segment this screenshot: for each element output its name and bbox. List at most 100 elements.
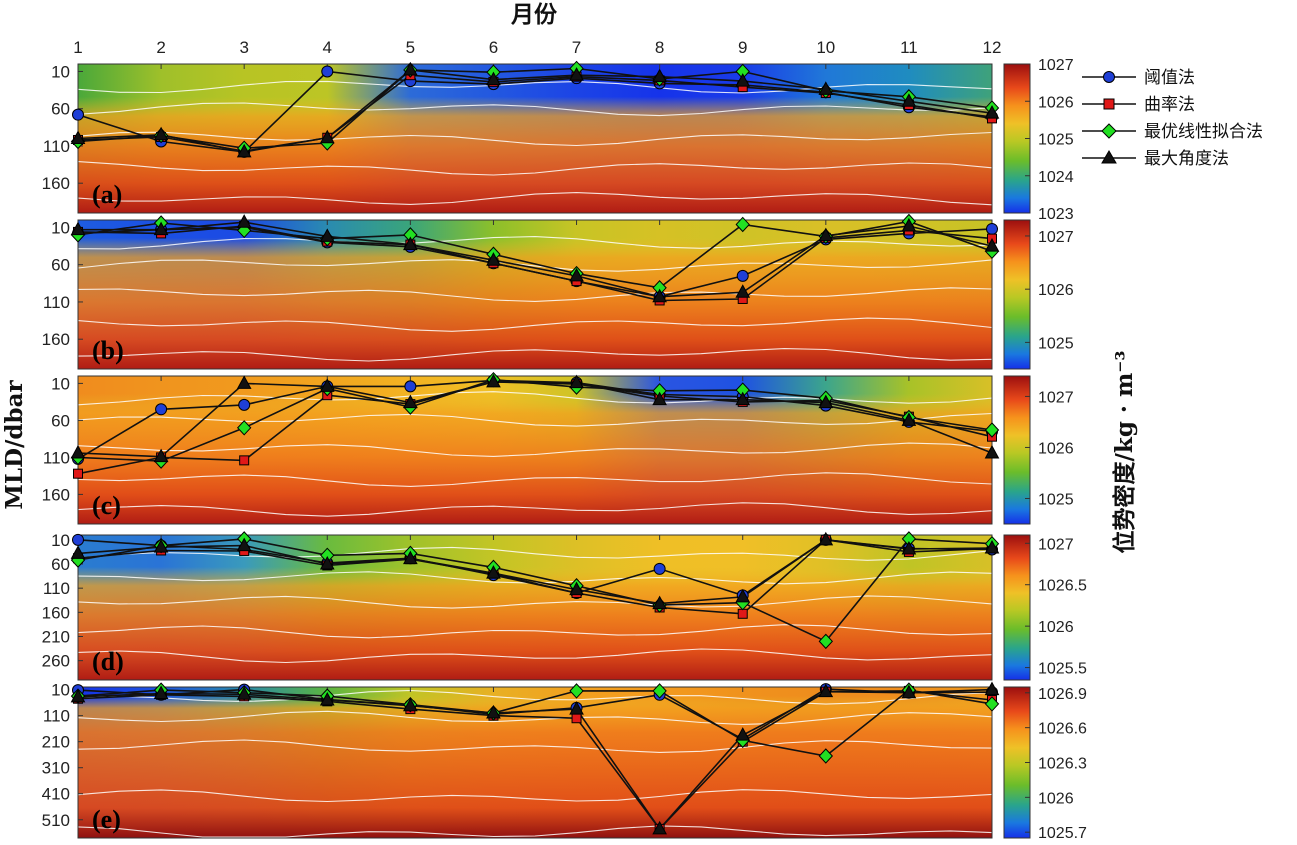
- series-line-max-angle: [77, 688, 993, 831]
- point-max-angle: [236, 686, 252, 700]
- point-linear-fit: [236, 420, 252, 436]
- point-max-angle: [735, 73, 751, 87]
- colorbar-d-bar: [1003, 534, 1031, 681]
- top-tick-label: 8: [655, 38, 664, 57]
- isopycnal-contour: [77, 80, 993, 94]
- y-tick-label: 60: [51, 555, 70, 574]
- isopycnal-contour: [77, 789, 993, 803]
- series-line-curvature: [77, 225, 993, 302]
- y-tick-label: 310: [42, 759, 70, 778]
- top-axis-tick-labels: 1 2 3 4 5 6 7 8 9 10 11 12: [73, 38, 1001, 57]
- isopycnal-contour: [77, 689, 993, 705]
- colorbar-tick-label: 1025: [1038, 335, 1074, 352]
- y-tick-label: 10: [51, 681, 70, 700]
- series-line-linear-fit: [77, 378, 993, 462]
- point-max-angle: [319, 691, 335, 706]
- colorbar-a: 1027 1026 1025 1024 1023: [1003, 57, 1074, 223]
- top-tick-label: 7: [572, 38, 581, 57]
- isopycnal-contour: [77, 648, 993, 664]
- point-max-angle: [70, 688, 86, 703]
- point-max-angle: [735, 284, 751, 298]
- panel-a-density-field: [78, 64, 992, 213]
- panel-label: (d): [92, 647, 124, 676]
- point-max-angle: [486, 252, 501, 266]
- point-max-angle: [984, 444, 1000, 459]
- isopycnal-contour: [77, 102, 993, 117]
- series-line-max-angle: [77, 381, 993, 458]
- colorbar-b-bar: [1003, 219, 1031, 370]
- point-max-angle: [319, 228, 335, 242]
- panel-b: 10 60 110 160 (b) 1027 1026 1025: [42, 213, 1074, 370]
- point-threshold: [736, 269, 749, 282]
- point-curvature: [239, 455, 250, 466]
- isopycnal-contour: [77, 131, 993, 147]
- point-max-angle: [901, 684, 917, 699]
- top-tick-label: 1: [73, 38, 82, 57]
- y-tick-label: 10: [51, 531, 70, 550]
- point-max-angle: [236, 143, 252, 158]
- colorbar-tick-label: 1026: [1038, 790, 1074, 807]
- y-tick-label: 110: [43, 293, 70, 312]
- isopycnal-contour: [77, 595, 993, 609]
- point-max-angle: [735, 588, 751, 603]
- point-max-angle: [403, 236, 418, 251]
- y-tick-label: 10: [51, 374, 70, 393]
- colorbar-tick-label: 1026: [1038, 94, 1074, 111]
- point-max-angle: [652, 820, 667, 835]
- point-max-angle: [652, 391, 667, 406]
- point-max-angle: [70, 444, 86, 459]
- point-max-angle: [569, 701, 584, 715]
- point-max-angle: [818, 394, 834, 409]
- legend-label-curvature: 曲率法: [1144, 95, 1195, 115]
- point-max-angle: [403, 550, 418, 565]
- colorbar-tick-label: 1026.9: [1038, 686, 1087, 703]
- colorbar-tick-label: 1025: [1038, 491, 1074, 508]
- y-tick-label: 210: [42, 733, 70, 752]
- y-tick-label: 160: [42, 330, 70, 349]
- point-linear-fit: [984, 422, 1000, 438]
- point-threshold: [986, 222, 998, 235]
- legend-entry-max-angle: 最大角度法: [1082, 149, 1229, 169]
- colorbar-tick-label: 1023: [1038, 206, 1074, 223]
- colorbar-tick-label: 1026.3: [1038, 756, 1087, 773]
- point-max-angle: [153, 221, 169, 236]
- point-max-angle: [735, 727, 751, 741]
- colorbar-e: 1026.9 1026.6 1026.3 1026 1025.7: [1003, 686, 1087, 842]
- top-tick-label: 12: [983, 38, 1002, 57]
- point-max-angle: [901, 412, 917, 426]
- point-max-angle: [652, 288, 667, 303]
- series-line-max-angle: [78, 221, 993, 298]
- isopycnal-contour: [77, 348, 993, 362]
- y-tick-label: 10: [51, 218, 70, 237]
- panel-label: (c): [92, 491, 121, 520]
- point-max-angle: [569, 67, 584, 81]
- colorbar-tick-label: 1025: [1038, 132, 1074, 149]
- colorbar-tick-label: 1026.6: [1038, 721, 1087, 738]
- point-max-angle: [319, 555, 335, 570]
- point-max-angle: [818, 531, 834, 546]
- point-max-angle: [901, 540, 917, 555]
- isopycnal-contour: [77, 624, 993, 639]
- point-threshold: [321, 65, 334, 78]
- point-threshold: [238, 398, 251, 411]
- y-tick-label: 160: [42, 603, 70, 622]
- point-linear-fit: [818, 748, 834, 764]
- top-tick-label: 10: [816, 38, 835, 57]
- point-max-angle: [236, 537, 252, 552]
- point-linear-fit: [984, 696, 1000, 712]
- point-linear-fit: [569, 683, 584, 699]
- y-tick-label: 10: [51, 62, 70, 81]
- point-linear-fit: [735, 216, 750, 233]
- y-tick-label: 160: [42, 174, 70, 193]
- top-tick-label: 4: [323, 38, 332, 57]
- point-max-angle: [818, 683, 834, 698]
- y-tick-label: 510: [42, 811, 70, 830]
- legend-triangle-marker: [1101, 150, 1117, 164]
- point-max-angle: [153, 448, 169, 463]
- y-tick-label: 210: [42, 628, 70, 647]
- point-max-angle: [818, 81, 834, 95]
- colorbar-tick-label: 1024: [1038, 169, 1074, 186]
- point-linear-fit: [818, 633, 834, 650]
- isopycnal-contour: [77, 317, 993, 332]
